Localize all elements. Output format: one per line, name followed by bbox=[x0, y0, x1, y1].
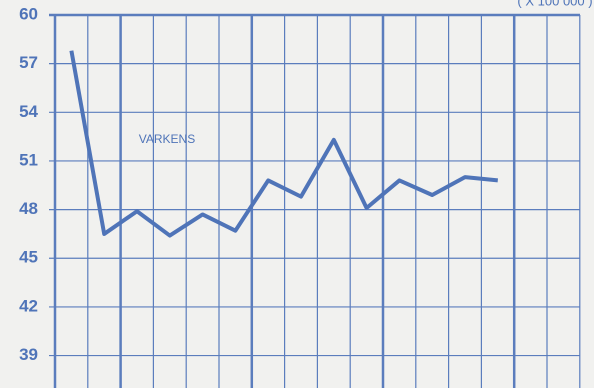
unit-note: ( X 100 000 ) bbox=[517, 0, 592, 8]
y-tick-label: 39 bbox=[19, 345, 38, 364]
y-tick-label: 42 bbox=[19, 296, 38, 315]
y-tick-label: 54 bbox=[19, 102, 38, 121]
vertical-grid bbox=[53, 15, 581, 388]
y-tick-label: 45 bbox=[19, 248, 38, 267]
series-label: VARKENS bbox=[139, 132, 195, 146]
y-tick-label: 51 bbox=[19, 150, 38, 169]
y-tick-label: 60 bbox=[19, 4, 38, 23]
y-tick-label: 48 bbox=[19, 199, 38, 218]
data-line bbox=[69, 50, 498, 238]
y-tick-label: 57 bbox=[19, 53, 38, 72]
